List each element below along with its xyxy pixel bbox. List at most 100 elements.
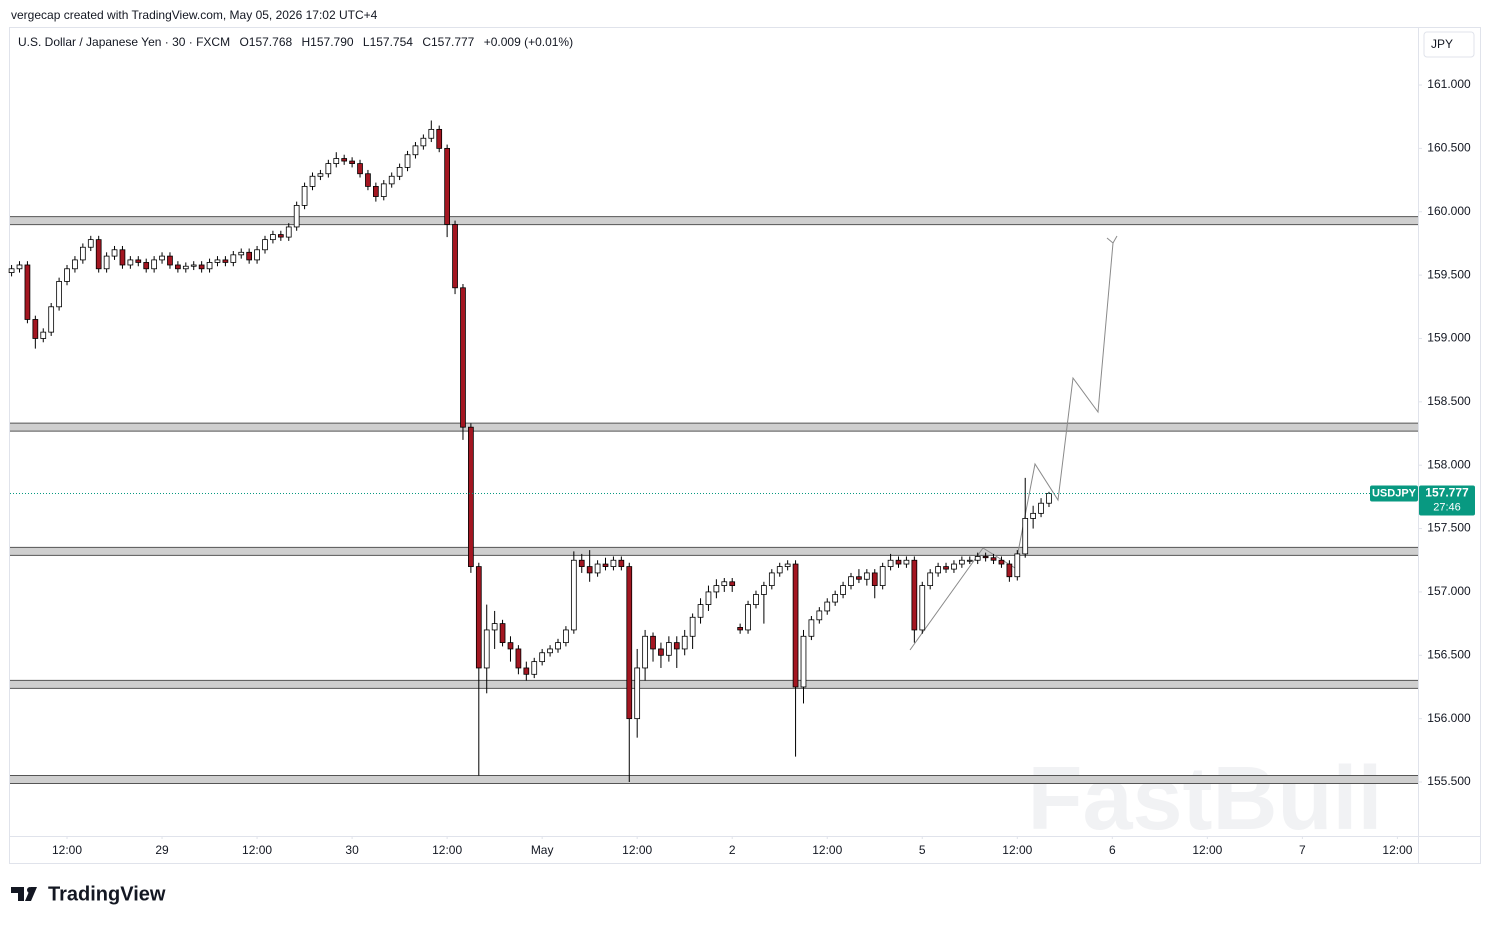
candle-body [325, 163, 332, 175]
candle-body [159, 255, 165, 261]
frame [9, 27, 1481, 864]
y-tick-label: 155.500 [1427, 774, 1471, 788]
candle-body [856, 576, 862, 580]
candle-body [943, 566, 949, 570]
candle-body [270, 234, 276, 241]
candle-body [745, 604, 751, 631]
candle-body [689, 616, 696, 637]
candle-body [887, 559, 894, 567]
zone [10, 775, 1418, 784]
candle-body [16, 264, 23, 270]
credit: vergecap created with TradingView.com, M… [11, 8, 378, 22]
x-tick-label: 12:00 [1382, 843, 1412, 857]
candle-body [475, 566, 482, 669]
candle-body [436, 128, 443, 149]
y-tick-label: 158.500 [1427, 394, 1471, 408]
symbol-title: U.S. Dollar / Japanese Yen · 30 · FXCM [18, 35, 231, 49]
candle-body [666, 642, 672, 656]
change-readout: +0.009 (+0.01%) [483, 35, 574, 49]
candle-body [808, 619, 815, 637]
candle-body [578, 559, 585, 567]
x-tick-label: 7 [1299, 843, 1306, 857]
candle-body [816, 610, 823, 621]
candle-body [1046, 493, 1052, 504]
candle-body [982, 556, 989, 559]
close-readout: C157.777 [422, 35, 475, 49]
zone [10, 547, 1418, 556]
y-tick-label: 158.000 [1427, 457, 1471, 471]
candle-body [721, 581, 728, 586]
candle-body [87, 239, 94, 248]
candle-body [966, 559, 973, 562]
candle-body [349, 160, 355, 164]
candle-body [420, 137, 427, 147]
candle-body [642, 635, 648, 669]
candle-body [919, 585, 926, 631]
last-price-label: 157.777 [1425, 486, 1469, 500]
high-readout: H157.790 [301, 35, 354, 49]
x-tick-label: 12:00 [1002, 843, 1032, 857]
candle-body [650, 635, 656, 650]
zone [10, 680, 1418, 689]
y-tick-label: 157.000 [1427, 584, 1471, 598]
x-tick-label: May [531, 843, 554, 857]
candle-body [848, 576, 854, 586]
currency-button[interactable] [1423, 31, 1475, 58]
candle-body [452, 224, 458, 289]
watermark: FastBull [1027, 749, 1382, 849]
candle-body [72, 259, 78, 270]
candle-body [167, 255, 173, 266]
candle-body [412, 145, 419, 156]
candle-body [175, 264, 181, 270]
candle-body [214, 259, 221, 263]
x-tick-label: 12:00 [52, 843, 82, 857]
countdown: 27:46 [1433, 501, 1461, 513]
x-tick-label: 29 [155, 843, 169, 857]
candle-body [824, 601, 831, 612]
x-tick-label: 12:00 [432, 843, 462, 857]
x-tick-label: 6 [1109, 843, 1116, 857]
candle-body [681, 635, 688, 650]
candle-body [563, 629, 569, 644]
logo-mark [11, 887, 37, 901]
candle-body [927, 572, 934, 586]
candle-body [871, 572, 878, 586]
candle-body [618, 559, 625, 567]
candle-body [309, 175, 316, 187]
candle-body [507, 642, 514, 650]
candle-body [396, 166, 403, 177]
candle-body [428, 128, 435, 139]
y-tick-label: 161.000 [1427, 77, 1471, 91]
candle-body [206, 262, 213, 270]
candle-body [840, 585, 846, 595]
candle-body [373, 186, 379, 197]
candle-body [388, 175, 395, 185]
candle-body [151, 259, 157, 270]
candle-body [784, 563, 791, 567]
candle-body [365, 173, 371, 187]
candle-body [285, 226, 292, 238]
candle-body [539, 652, 546, 663]
candle-body [515, 648, 522, 669]
candle-body [1030, 512, 1036, 519]
low-readout: L157.754 [362, 35, 413, 49]
candle-body [1022, 518, 1029, 555]
candle-body [444, 147, 450, 225]
x-tick-label: 12:00 [242, 843, 272, 857]
candle-body [935, 566, 941, 574]
candle-body [776, 566, 783, 574]
x-tick-label: 12:00 [622, 843, 652, 857]
projection-arrowhead [1106, 235, 1118, 244]
candle-body [468, 426, 474, 567]
candle-body [570, 559, 577, 631]
y-tick-label: 156.000 [1427, 711, 1471, 725]
candle-body [499, 623, 506, 644]
candle-body [903, 559, 910, 565]
candle-body [531, 661, 538, 675]
candle-body [135, 259, 142, 263]
candle-body [190, 264, 197, 267]
candle-body [238, 251, 245, 256]
candle-body [301, 186, 308, 206]
currency: JPY [1431, 37, 1453, 51]
